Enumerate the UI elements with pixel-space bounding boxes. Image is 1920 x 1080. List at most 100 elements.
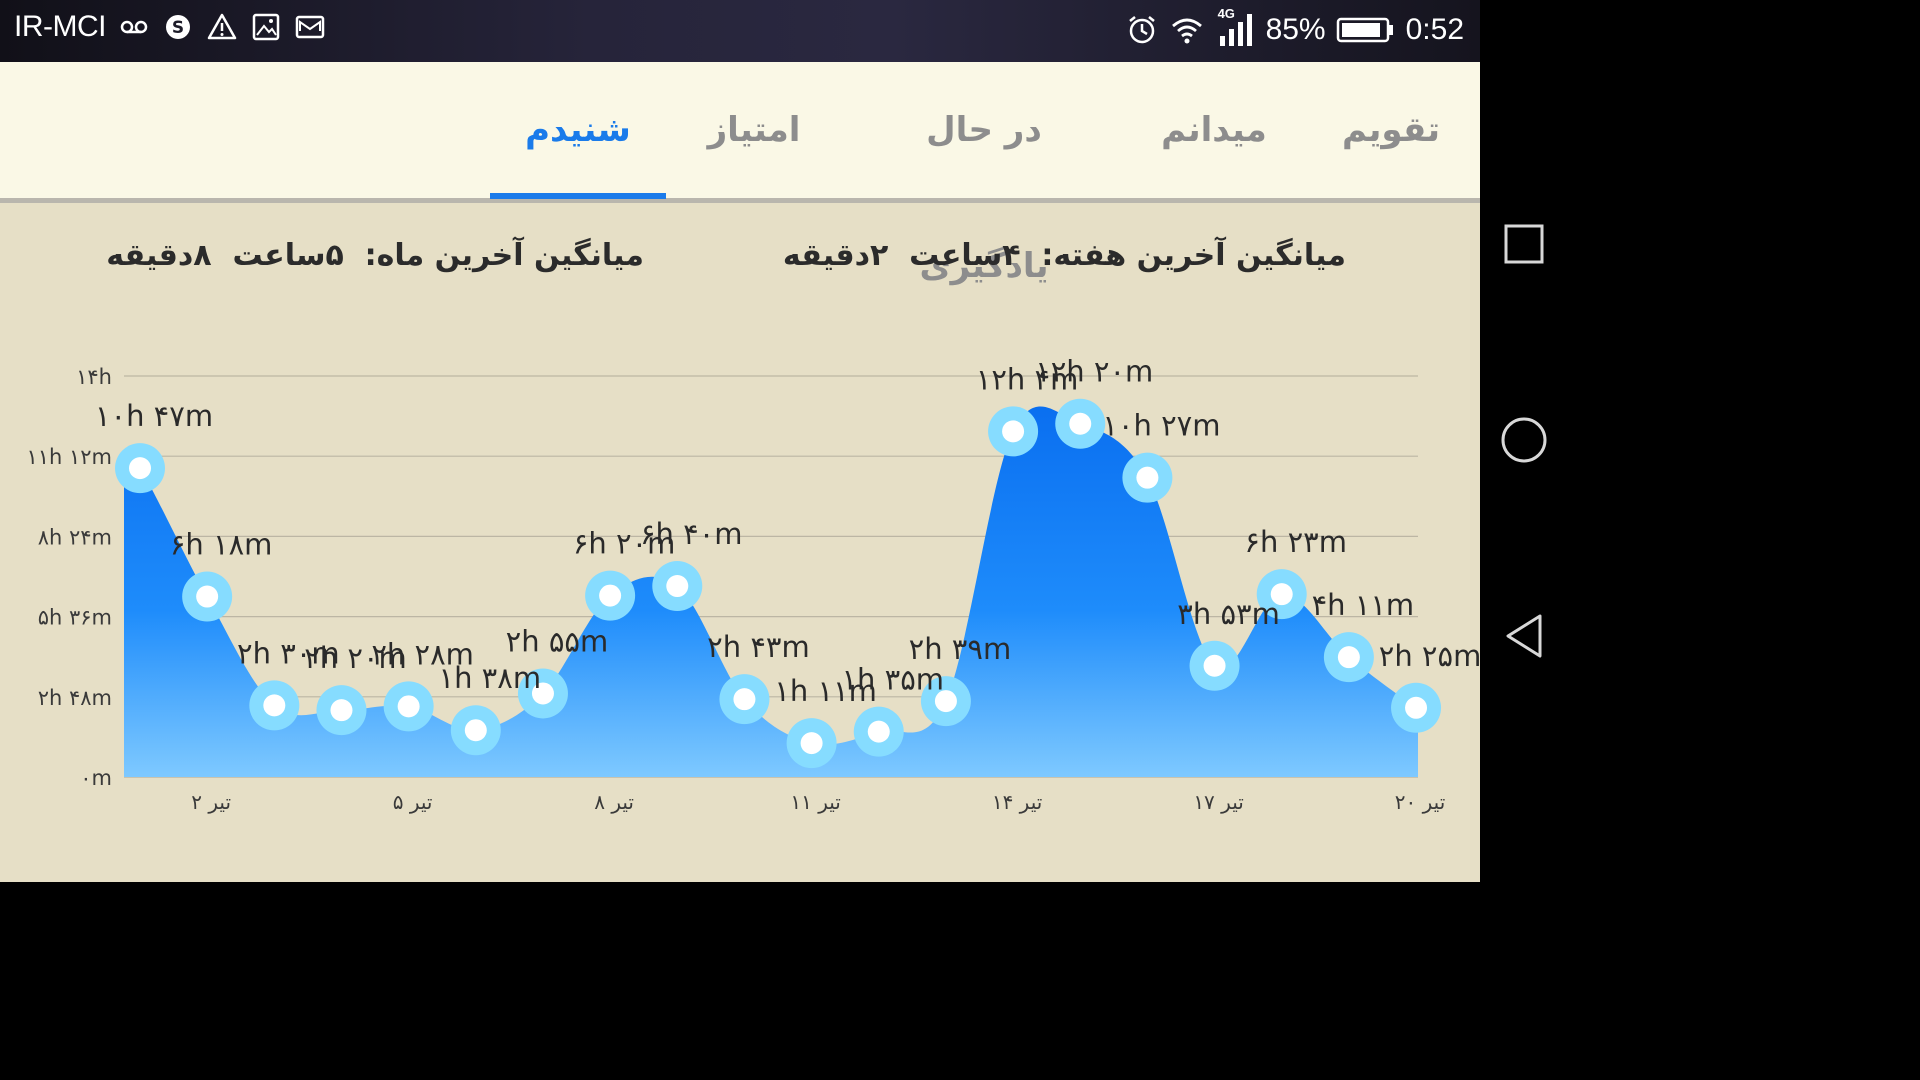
data-point-dot xyxy=(330,699,353,722)
data-label: ۴h ۱۱m xyxy=(1312,588,1415,622)
gallery-icon xyxy=(252,13,280,41)
data-point-dot xyxy=(599,584,622,607)
x-tick-label: ۱۴ تیر xyxy=(992,790,1042,814)
data-point[interactable] xyxy=(182,571,233,622)
signal-icon xyxy=(1219,14,1252,46)
data-point-dot xyxy=(531,682,554,705)
x-tick-label: ۸ تیر xyxy=(594,790,634,814)
x-tick-label: ۵ تیر xyxy=(393,790,433,814)
data-point[interactable] xyxy=(1055,398,1106,449)
data-label: ۱h ۱۱m xyxy=(774,674,877,708)
data-point-dot xyxy=(263,694,286,717)
tab-calendar[interactable]: تقویم xyxy=(1342,110,1440,150)
data-point-dot xyxy=(464,719,487,742)
data-label: ۲h ۲۰m xyxy=(304,641,407,675)
data-point[interactable] xyxy=(652,561,703,612)
data-point-dot xyxy=(1337,646,1360,669)
carrier-name: IR-MCI xyxy=(14,10,106,43)
data-label: ۱۰h ۲۷m xyxy=(1102,409,1220,443)
network-type: 4G xyxy=(1217,6,1235,21)
tab-learning[interactable]: در حال یادگیری xyxy=(919,110,1049,286)
data-label: ۱h ۳۵m xyxy=(841,663,944,697)
y-tick-label: ۱۱h ۱۲m xyxy=(26,445,112,469)
data-label: ۲h ۳۹m xyxy=(909,632,1012,666)
battery-percent: 85% xyxy=(1265,13,1326,46)
data-point[interactable] xyxy=(249,680,300,731)
svg-text:S: S xyxy=(172,18,184,38)
data-label: ۲h ۲۵m xyxy=(1379,639,1480,673)
data-point[interactable] xyxy=(383,681,434,732)
data-label: ۱۲h ۴m xyxy=(976,362,1079,396)
data-point[interactable] xyxy=(719,674,770,725)
data-point[interactable] xyxy=(920,676,971,727)
tab-score[interactable]: امتیاز xyxy=(707,110,801,150)
data-point-dot xyxy=(1136,466,1159,489)
app-screen: IR-MCI S 4G 85% 0:52 تقویم میدانم در حال… xyxy=(0,0,1480,882)
skype-icon: S xyxy=(165,15,190,39)
data-point-dot xyxy=(1002,420,1025,443)
data-point-dot xyxy=(1203,654,1226,677)
y-tick-label: ۸h ۲۴m xyxy=(38,525,112,549)
data-point[interactable] xyxy=(450,705,501,756)
x-tick-label: ۲ تیر xyxy=(191,790,231,814)
data-point[interactable] xyxy=(316,685,367,736)
y-tick-label: ۰m xyxy=(80,766,112,790)
y-tick-label: ۵h ۳۶m xyxy=(38,606,112,630)
data-label: ۲h ۳۰m xyxy=(237,636,340,670)
x-tick-label: ۲۰ تیر xyxy=(1395,790,1445,814)
data-point-dot xyxy=(934,690,957,713)
data-point[interactable] xyxy=(1391,682,1442,733)
data-point[interactable] xyxy=(853,706,904,757)
week-average: میانگین آخرین هفته: ۴ساعت ۲دقیقه xyxy=(782,238,1346,273)
signal-indicator: 4G xyxy=(1216,6,1256,50)
data-point-dot xyxy=(196,585,219,608)
x-tick-label: ۱۱ تیر xyxy=(790,790,840,814)
y-tick-label: ۲h ۴۸m xyxy=(38,686,112,710)
tab-bar: تقویم میدانم در حال یادگیری امتیاز شنیدم xyxy=(0,62,1480,286)
data-point-dot xyxy=(1270,583,1293,606)
area-series xyxy=(124,406,1422,777)
alarm-icon xyxy=(1128,16,1155,44)
tab-heard[interactable]: شنیدم xyxy=(525,110,631,150)
data-label: ۶h ۴۰m xyxy=(640,517,743,551)
home-icon[interactable] xyxy=(1499,415,1549,465)
data-label: ۲h ۲۸m xyxy=(371,637,474,671)
clock-time: 0:52 xyxy=(1405,13,1464,46)
active-tab-indicator xyxy=(490,193,666,199)
data-point[interactable] xyxy=(1256,569,1307,620)
data-label: ۶h ۲۳m xyxy=(1244,525,1347,559)
data-point[interactable] xyxy=(786,718,837,769)
mail-icon xyxy=(295,15,325,39)
data-point-dot xyxy=(1069,412,1092,435)
y-tick-label: ۱۴h xyxy=(76,365,112,389)
data-label: ۱h ۳۸m xyxy=(439,661,542,695)
data-point[interactable] xyxy=(115,443,165,494)
data-point-dot xyxy=(1405,696,1428,719)
data-label: ۲h ۴۳m xyxy=(707,630,810,664)
data-label: ۱۲h ۲۰m xyxy=(1035,355,1153,389)
voicemail-icon xyxy=(120,20,148,34)
warning-icon xyxy=(207,13,237,40)
data-point[interactable] xyxy=(517,668,568,719)
data-point-dot xyxy=(867,720,890,743)
data-point[interactable] xyxy=(988,406,1039,457)
status-bar: IR-MCI S 4G 85% 0:52 xyxy=(0,0,1480,62)
month-average: میانگین آخرین ماه: ۵ساعت ۸دقیقه xyxy=(106,238,644,273)
data-point-dot xyxy=(733,688,756,711)
data-label: ۶h ۲۰m xyxy=(573,527,676,561)
data-point-dot xyxy=(129,457,151,480)
data-point[interactable] xyxy=(1122,452,1173,503)
data-label: ۶h ۱۸m xyxy=(170,528,273,562)
data-point-dot xyxy=(800,732,823,755)
listening-time-chart: ۰m ۲h ۴۸m ۵h ۳۶m ۸h ۲۴m ۱۱h ۱۲m ۱۴h ۲ تیر ۵ تی… xyxy=(26,355,1480,814)
back-icon[interactable] xyxy=(1502,612,1546,660)
data-point[interactable] xyxy=(1323,632,1374,683)
data-label: ۲h ۵۵m xyxy=(506,624,609,658)
data-label: ۳h ۵۳m xyxy=(1177,597,1280,631)
data-point[interactable] xyxy=(1189,640,1240,691)
data-point[interactable] xyxy=(585,570,636,621)
recent-apps-icon[interactable] xyxy=(1502,222,1546,266)
data-point-dot xyxy=(397,695,420,718)
tab-known[interactable]: میدانم xyxy=(1161,110,1267,150)
data-label: ۱۰h ۴۷m xyxy=(95,399,213,433)
